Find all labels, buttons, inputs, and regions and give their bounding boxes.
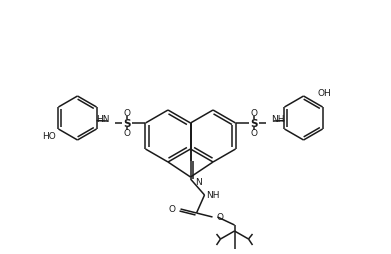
Text: NH: NH xyxy=(272,114,285,123)
Text: OH: OH xyxy=(317,89,331,98)
Text: NH: NH xyxy=(206,190,220,199)
Text: S: S xyxy=(250,119,257,129)
Text: HO: HO xyxy=(42,132,56,140)
Text: HN: HN xyxy=(96,114,109,123)
Text: O: O xyxy=(250,109,257,118)
Text: N: N xyxy=(196,177,202,186)
Text: S: S xyxy=(124,119,131,129)
Text: O: O xyxy=(169,205,176,214)
Text: O: O xyxy=(250,129,257,138)
Text: O: O xyxy=(124,109,131,118)
Text: O: O xyxy=(124,129,131,138)
Text: O: O xyxy=(217,213,224,222)
